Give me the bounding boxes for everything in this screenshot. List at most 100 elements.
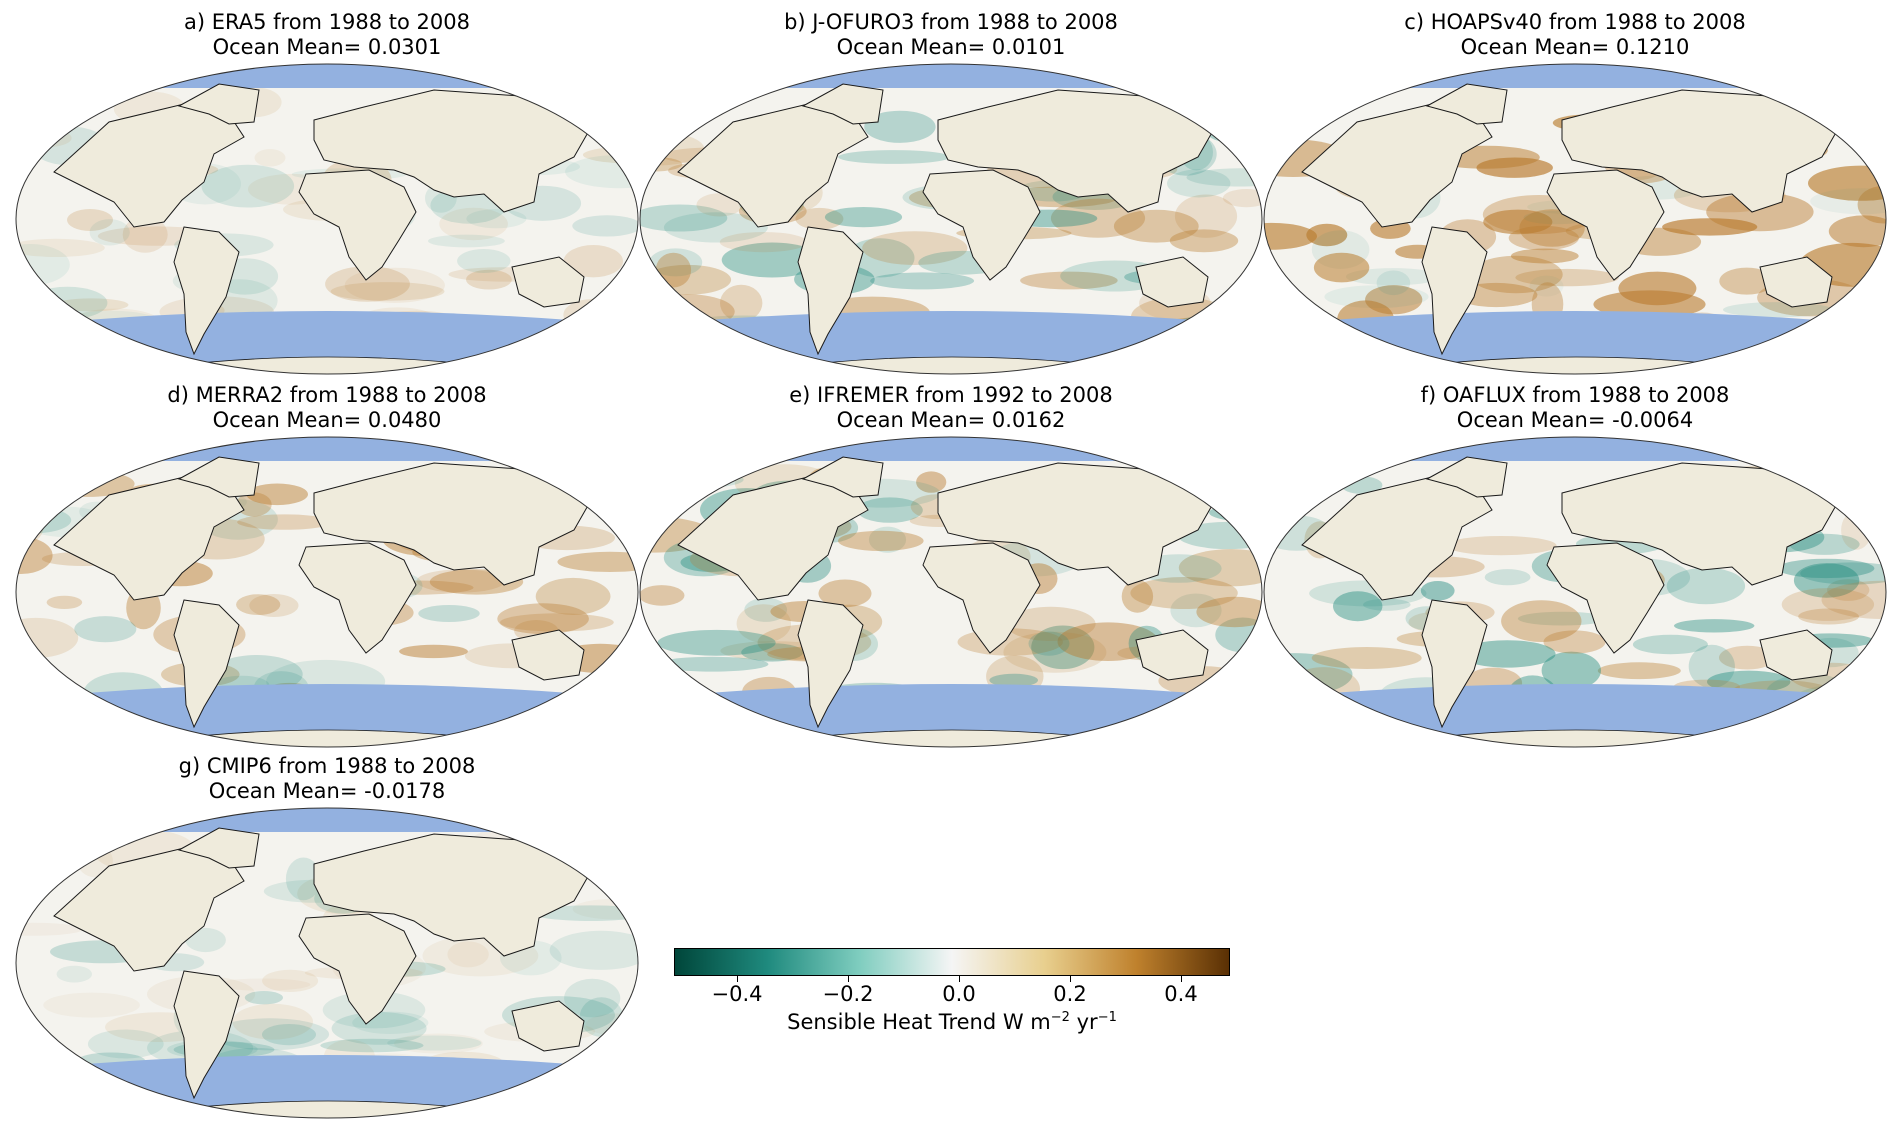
trend-patch <box>497 603 589 635</box>
trend-patch <box>603 1054 638 1069</box>
continent <box>1546 542 1665 654</box>
panel-d-mean: Ocean Mean= 0.0480 <box>212 408 442 432</box>
trend-patch <box>1808 165 1886 201</box>
trend-patch <box>1264 684 1339 715</box>
trend-patch <box>1020 271 1118 290</box>
colorbar-tick-label: 0.2 <box>1053 982 1087 1006</box>
continent <box>511 629 585 681</box>
panel-c: c) HOAPSv40 from 1988 to 2008 Ocean Mean… <box>1262 10 1888 380</box>
arctic-ice <box>640 437 1262 461</box>
panel-b: b) J-OFURO3 from 1988 to 2008 Ocean Mean… <box>638 10 1264 380</box>
trend-patch <box>736 604 791 643</box>
trend-patch <box>236 492 272 517</box>
trend-patch <box>1207 122 1257 143</box>
trend-patch <box>572 215 638 237</box>
trend-patch <box>1484 569 1531 586</box>
trend-patch <box>640 585 685 606</box>
continent <box>173 970 240 1100</box>
continent <box>1421 599 1488 729</box>
trend-patch <box>818 579 872 608</box>
trend-patch <box>1345 268 1441 286</box>
colorbar-label-unit: yr <box>1069 1010 1098 1034</box>
trend-patch <box>640 204 728 232</box>
continent <box>1425 83 1508 125</box>
panel-c-title: c) HOAPSv40 from 1988 to 2008 Ocean Mean… <box>1262 10 1888 60</box>
trend-patch <box>466 209 527 229</box>
continent <box>177 456 260 498</box>
continent <box>797 226 864 356</box>
trend-patch <box>74 616 137 643</box>
trend-patch <box>564 978 621 1018</box>
trend-patch <box>201 164 295 208</box>
colorbar-tick-label: −0.4 <box>711 982 763 1006</box>
trend-patch <box>1662 218 1758 236</box>
trend-patch <box>864 110 936 143</box>
panel-e: e) IFREMER from 1992 to 2008 Ocean Mean=… <box>638 383 1264 753</box>
trend-patch <box>1810 188 1886 215</box>
trend-patch <box>1517 611 1607 626</box>
trend-patch <box>214 978 311 991</box>
trend-patch <box>1420 581 1455 601</box>
trend-patch <box>418 605 480 622</box>
trend-patch <box>1028 631 1070 656</box>
panel-g-mean: Ocean Mean= -0.0178 <box>208 779 446 803</box>
trend-patch <box>1113 209 1199 243</box>
trend-patch <box>1813 88 1886 122</box>
arctic-ice <box>640 64 1262 88</box>
trend-patch <box>649 248 703 277</box>
trend-patch <box>1821 580 1886 619</box>
panel-g-title: g) CMIP6 from 1988 to 2008 Ocean Mean= -… <box>14 754 640 804</box>
trend-patch <box>1167 169 1231 198</box>
trend-patch <box>399 644 468 659</box>
colorbar-tick <box>959 976 960 982</box>
trend-patch <box>696 193 743 217</box>
panel-c-title-text: c) HOAPSv40 from 1988 to 2008 <box>1404 10 1746 34</box>
trend-patch <box>325 266 410 302</box>
trend-patch <box>1050 198 1146 238</box>
trend-patch <box>1277 320 1310 339</box>
trend-patch <box>1723 302 1833 318</box>
arctic-ice <box>1264 437 1886 461</box>
trend-patch <box>1311 647 1422 669</box>
panel-e-title-text: e) IFREMER from 1992 to 2008 <box>789 383 1113 407</box>
panel-b-map <box>639 63 1263 375</box>
panel-g: g) CMIP6 from 1988 to 2008 Ocean Mean= -… <box>14 754 640 1124</box>
trend-patch <box>1313 252 1370 283</box>
colorbar-label-exponent: −1 <box>1097 1010 1117 1025</box>
trend-patch <box>16 922 83 936</box>
trend-patch <box>1793 563 1860 598</box>
trend-patch <box>1287 667 1360 711</box>
trend-patch <box>1121 580 1154 613</box>
trend-patch <box>1541 651 1601 690</box>
trend-patch <box>870 272 975 290</box>
trend-patch <box>1170 593 1222 628</box>
trend-patch <box>1196 596 1262 628</box>
trend-patch <box>16 330 54 344</box>
continent <box>298 542 417 654</box>
trend-patch <box>254 149 286 167</box>
trend-patch <box>640 95 695 135</box>
trend-patch <box>659 468 721 497</box>
trend-patch <box>663 212 768 243</box>
trend-patch <box>562 690 598 722</box>
panel-a-mean: Ocean Mean= 0.0301 <box>212 35 442 59</box>
trend-patch <box>857 497 923 523</box>
trend-patch <box>1469 255 1563 294</box>
trend-patch <box>1515 268 1619 287</box>
colorbar-tick <box>1070 976 1071 982</box>
trend-patch <box>416 569 505 593</box>
map-border <box>15 63 639 375</box>
trend-patch <box>510 337 617 364</box>
panel-f: f) OAFLUX from 1988 to 2008 Ocean Mean= … <box>1262 383 1888 753</box>
trend-patch <box>824 207 903 228</box>
trend-patch <box>285 857 321 901</box>
colorbar-tick-label: 0.4 <box>1164 982 1198 1006</box>
trend-patch <box>16 101 106 117</box>
trend-patch <box>1005 606 1096 641</box>
trend-patch <box>1186 168 1262 187</box>
trend-patch <box>563 245 623 278</box>
trend-patch <box>1130 577 1238 609</box>
continent <box>1759 629 1833 681</box>
trend-patch <box>590 674 626 698</box>
trend-patch <box>1784 706 1886 725</box>
